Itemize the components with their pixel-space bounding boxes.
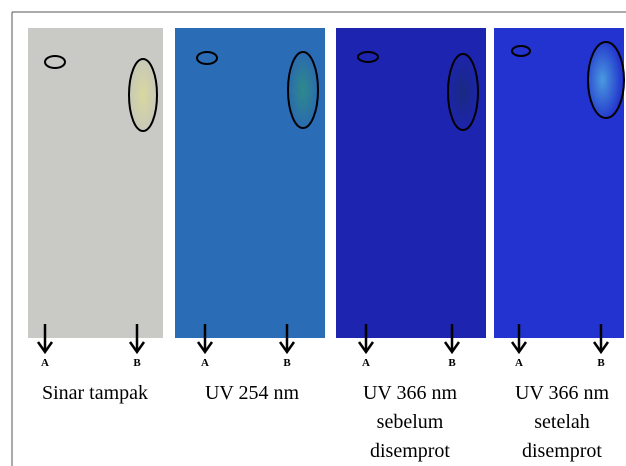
plate: A B UV 366 nm sebelum disemprot xyxy=(336,28,486,462)
spot-ring xyxy=(511,45,531,57)
spot-ring xyxy=(287,51,319,129)
spot-ring xyxy=(128,58,158,132)
spot-label: A xyxy=(515,357,523,369)
spot-label: B xyxy=(133,357,141,369)
spot-ring xyxy=(44,55,66,69)
arrow-head xyxy=(443,341,461,355)
caption: UV 366 nm xyxy=(363,382,458,404)
arrow-head xyxy=(510,341,528,355)
spot-ring xyxy=(357,51,379,63)
spot-ring xyxy=(196,51,218,65)
spot-label: A xyxy=(201,357,209,369)
plates: A B Sinar tampak A B UV 254 nm A B UV 366 nm sebe… xyxy=(28,28,625,462)
caption: disemprot xyxy=(370,440,450,462)
arrow-head xyxy=(128,341,146,355)
arrow-head xyxy=(36,341,54,355)
plate: A B UV 366 nm setelah disemprot xyxy=(494,28,625,462)
spot-ring xyxy=(447,53,479,131)
plate: A B Sinar tampak xyxy=(28,28,163,404)
spot-ring xyxy=(587,41,625,119)
plate: A B UV 254 nm xyxy=(175,28,325,404)
caption: setelah xyxy=(534,411,590,433)
arrow-head xyxy=(196,341,214,355)
arrow-head xyxy=(592,341,610,355)
spot-label: B xyxy=(448,357,456,369)
arrow-head xyxy=(357,341,375,355)
spot-label: B xyxy=(597,357,605,369)
arrow-head xyxy=(278,341,296,355)
caption: disemprot xyxy=(522,440,602,462)
caption: UV 366 nm xyxy=(515,382,610,404)
caption: sebelum xyxy=(377,411,444,433)
spot-label: A xyxy=(41,357,49,369)
spot-label: B xyxy=(283,357,291,369)
spot-label: A xyxy=(362,357,370,369)
caption: UV 254 nm xyxy=(205,382,300,404)
caption: Sinar tampak xyxy=(42,382,148,404)
